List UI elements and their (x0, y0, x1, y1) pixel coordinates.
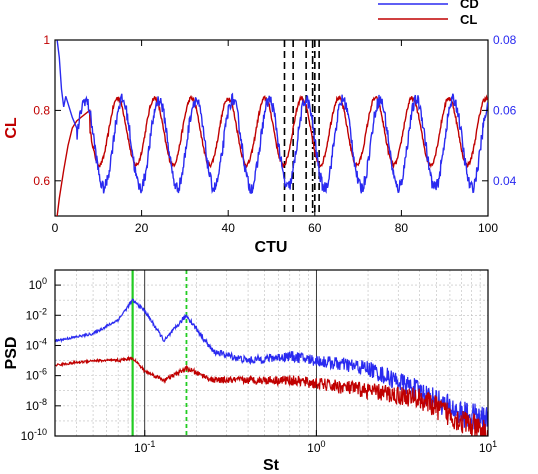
bottom-y-axis-label: PSD (3, 337, 20, 370)
top-x-tick-label-0: 0 (52, 221, 59, 235)
top-yl-tick-label-1: 0.8 (33, 103, 50, 117)
bottom-grid (54, 269, 489, 437)
top-ticks: 0 20 40 60 80 100 0.6 0.8 1 0.04 0.06 0.08 (33, 33, 516, 235)
top-yl-tick-label-0: 0.6 (33, 174, 50, 188)
bottom-x-tick-label-2: 101 (479, 439, 497, 455)
legend: CD CL (378, 0, 479, 27)
bottom-ticks: 10-1 100 101 100 10-2 10-4 10-6 10-8 10-10 (21, 276, 498, 455)
top-yr-tick-label-0: 0.04 (493, 174, 517, 188)
legend-cl-label: CL (460, 12, 477, 27)
bottom-y-tick-label-1: 10-2 (26, 306, 47, 322)
bottom-y-tick-label-0: 100 (29, 276, 47, 292)
top-yr-tick-label-2: 0.08 (493, 33, 517, 47)
bottom-y-tick-label-5: 10-10 (21, 427, 47, 443)
top-y-axis-label-left: CL (3, 117, 20, 139)
top-yl-tick-label-2: 1 (43, 33, 50, 47)
bottom-vertical-lines (131, 270, 188, 436)
top-plot-frame (54, 39, 489, 217)
bottom-x-tick-label-0: 10-1 (134, 439, 155, 455)
top-series-cl-line (56, 94, 488, 216)
legend-cd-label: CD (460, 0, 479, 11)
top-x-tick-label-5: 100 (478, 221, 498, 235)
bottom-x-axis-label: St (263, 457, 280, 474)
bottom-series-cl-line (55, 355, 488, 436)
top-chart: 0 20 40 60 80 100 0.6 0.8 1 0.04 0.06 0.08 CTU CL C… (3, 0, 538, 256)
top-x-tick-label-1: 20 (135, 221, 149, 235)
bottom-y-tick-label-2: 10-4 (26, 336, 47, 352)
bottom-series-group (55, 298, 488, 436)
top-x-tick-label-4: 80 (395, 221, 409, 235)
top-x-tick-label-3: 60 (308, 221, 322, 235)
top-x-tick-label-2: 40 (222, 221, 236, 235)
bottom-chart: 10-1 100 101 100 10-2 10-4 10-6 10-8 10-10 St PS… (3, 269, 498, 474)
bottom-plot-frame (54, 269, 489, 437)
top-y-axis-label-right: CD (536, 116, 538, 139)
bottom-y-tick-label-4: 10-8 (26, 397, 47, 413)
bottom-x-tick-label-1: 100 (307, 439, 325, 455)
top-yr-tick-label-1: 0.06 (493, 103, 517, 117)
top-series-cd-line (56, 40, 488, 195)
bottom-y-tick-label-3: 10-6 (26, 367, 47, 383)
bottom-series-cd-line (55, 298, 488, 434)
top-x-axis-label: CTU (255, 239, 288, 256)
top-series-group (56, 40, 488, 216)
